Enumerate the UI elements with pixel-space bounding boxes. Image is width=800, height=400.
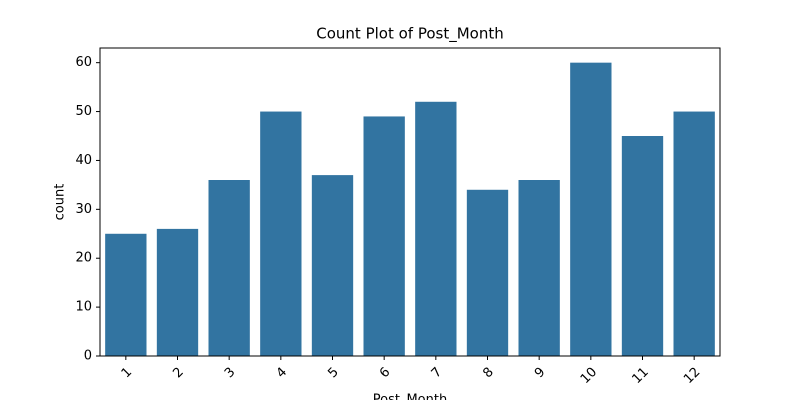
x-tick-label: 5 [325,365,341,381]
bar [415,101,457,357]
bar [518,180,560,356]
x-tick-label: 3 [222,365,238,381]
y-tick-label: 10 [75,300,92,315]
y-tick-label: 0 [84,349,92,364]
bar [208,180,250,356]
y-tick-label: 20 [75,251,92,266]
bar [260,111,302,356]
chart-title: Count Plot of Post_Month [316,25,503,44]
x-tick-label: 6 [377,365,393,381]
x-tick-label: 9 [532,365,548,381]
bar [105,233,147,356]
bar [363,116,405,356]
bar [311,175,354,356]
x-tick-label: 11 [629,365,651,387]
bar [621,136,664,356]
bar [673,111,715,356]
x-tick-label: 12 [681,365,703,387]
x-axis-label: Post_Month [373,393,447,400]
y-tick-label: 30 [75,202,92,217]
x-tick-label: 1 [119,365,135,381]
y-tick-label: 60 [75,55,92,70]
x-tick-label: 10 [578,365,600,387]
plot-frame [99,47,721,357]
bar [570,62,612,357]
x-tick-label: 2 [170,365,186,381]
bar [156,228,199,356]
y-tick-label: 50 [75,104,92,119]
bar [466,189,509,356]
x-tick-label: 7 [429,365,445,381]
x-tick-label: 4 [274,365,290,381]
x-tick-label: 8 [480,365,496,381]
y-axis-label: count [53,184,68,221]
y-tick-label: 40 [75,153,92,168]
